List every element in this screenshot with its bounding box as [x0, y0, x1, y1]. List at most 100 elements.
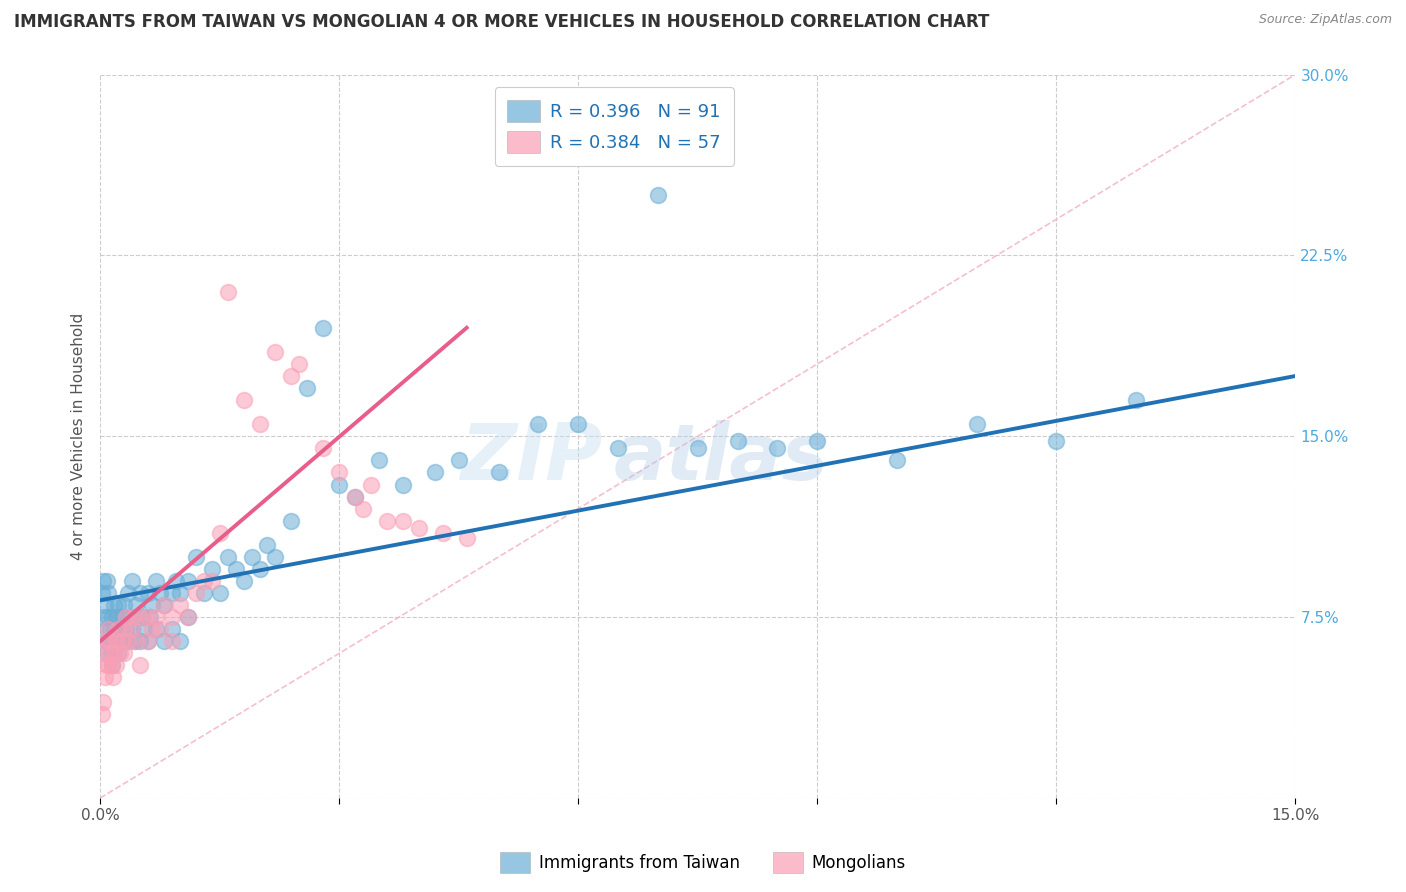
Point: [107, 622, 129, 636]
Point: [264, 549, 287, 564]
Point: [101, 658, 124, 673]
Point: [117, 634, 139, 648]
Point: [111, 610, 134, 624]
Y-axis label: 4 or more Vehicles in Household: 4 or more Vehicles in Household: [72, 313, 86, 560]
Point: [103, 646, 125, 660]
Point: [312, 320, 335, 334]
Point: [169, 634, 191, 648]
Point: [136, 586, 159, 600]
Point: [103, 598, 125, 612]
Point: [153, 634, 176, 648]
Point: [121, 622, 143, 636]
Point: [129, 610, 152, 624]
Point: [264, 344, 287, 359]
Point: [101, 658, 124, 673]
Point: [344, 490, 367, 504]
Point: [208, 525, 231, 540]
Point: [232, 393, 254, 408]
Point: [145, 574, 167, 588]
Point: [131, 610, 153, 624]
Point: [225, 562, 247, 576]
Point: [184, 586, 207, 600]
Point: [806, 434, 828, 449]
Point: [249, 562, 271, 576]
Point: [177, 610, 200, 624]
Point: [122, 610, 145, 624]
Point: [160, 634, 183, 648]
Point: [312, 442, 335, 456]
Point: [177, 574, 200, 588]
Point: [101, 610, 124, 624]
Point: [328, 466, 350, 480]
Point: [328, 477, 350, 491]
Point: [280, 369, 302, 384]
Point: [124, 634, 146, 648]
Point: [136, 610, 159, 624]
Point: [105, 634, 128, 648]
Point: [392, 477, 415, 491]
Point: [103, 622, 125, 636]
Point: [149, 622, 172, 636]
Point: [108, 646, 131, 660]
Point: [392, 514, 415, 528]
Point: [91, 695, 114, 709]
Point: [114, 610, 136, 624]
Point: [98, 646, 121, 660]
Point: [112, 634, 135, 648]
Point: [966, 417, 988, 432]
Point: [217, 549, 239, 564]
Point: [121, 574, 143, 588]
Point: [1125, 393, 1147, 408]
Point: [108, 634, 131, 648]
Point: [647, 188, 669, 202]
Point: [97, 658, 120, 673]
Point: [193, 586, 215, 600]
Point: [208, 586, 231, 600]
Point: [105, 658, 128, 673]
Point: [280, 514, 302, 528]
Point: [111, 634, 134, 648]
Point: [93, 646, 115, 660]
Point: [177, 610, 200, 624]
Point: [114, 622, 136, 636]
Point: [136, 634, 159, 648]
Point: [129, 634, 152, 648]
Point: [727, 434, 749, 449]
Point: [145, 610, 167, 624]
Point: [232, 574, 254, 588]
Point: [125, 598, 148, 612]
Point: [488, 466, 510, 480]
Point: [249, 417, 271, 432]
Point: [112, 646, 135, 660]
Point: [447, 453, 470, 467]
Point: [567, 417, 589, 432]
Point: [129, 658, 152, 673]
Point: [184, 549, 207, 564]
Point: [352, 501, 374, 516]
Point: [112, 622, 135, 636]
Point: [1045, 434, 1067, 449]
Point: [125, 634, 148, 648]
Point: [240, 549, 263, 564]
Text: ZIP: ZIP: [460, 420, 602, 496]
Point: [115, 610, 138, 624]
Point: [375, 514, 398, 528]
Point: [94, 634, 117, 648]
Point: [98, 622, 121, 636]
Point: [110, 622, 132, 636]
Point: [408, 521, 430, 535]
Point: [97, 586, 120, 600]
Point: [100, 646, 122, 660]
Text: Source: ZipAtlas.com: Source: ZipAtlas.com: [1258, 13, 1392, 27]
Point: [165, 574, 187, 588]
Point: [94, 598, 117, 612]
Point: [169, 598, 191, 612]
Point: [766, 442, 789, 456]
Text: atlas: atlas: [614, 420, 830, 496]
Point: [138, 610, 160, 624]
Point: [121, 622, 143, 636]
Legend: Immigrants from Taiwan, Mongolians: Immigrants from Taiwan, Mongolians: [494, 846, 912, 880]
Point: [217, 285, 239, 299]
Point: [886, 453, 908, 467]
Point: [201, 574, 224, 588]
